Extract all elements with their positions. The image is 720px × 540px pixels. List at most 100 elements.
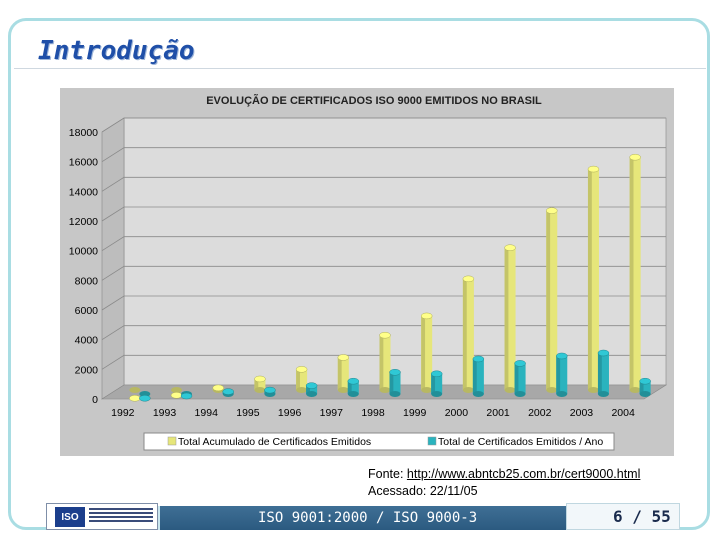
gridline — [101, 354, 666, 370]
legend-swatch-yearly — [427, 436, 437, 446]
chart-grid — [101, 117, 666, 370]
x-tick-label: 2000 — [445, 407, 469, 419]
bar-cumulative-base — [504, 387, 516, 393]
bar-yearly-top — [389, 369, 401, 376]
chart-title: EVOLUÇÃO DE CERTIFICADOS ISO 9000 EMITID… — [206, 94, 542, 107]
bar-yearly-shade — [639, 381, 644, 394]
bar-yearly-body — [431, 373, 443, 394]
bar-cumulative-base — [421, 387, 433, 393]
bar-cumulative-shade — [587, 169, 592, 390]
gridline — [101, 325, 666, 341]
bar-yearly-top — [514, 360, 526, 367]
bar-cumulative-body — [254, 378, 266, 390]
y-tick-label: 4000 — [75, 335, 99, 347]
gridline — [101, 265, 666, 281]
bar-yearly-base — [306, 391, 318, 397]
bar-yearly-top — [305, 382, 318, 389]
x-axis-ticks: 1992 1993 1994 1995 1996 1997 1998 1999 2000 2001… — [111, 407, 635, 419]
bar-yearly — [222, 388, 234, 397]
bar-yearly-shade — [556, 355, 561, 394]
bar-yearly-base — [514, 391, 526, 397]
bar-yearly-top — [597, 349, 610, 357]
bar-cumulative — [254, 375, 266, 393]
bar-cumulative-base — [254, 387, 266, 393]
bar-yearly — [305, 382, 318, 397]
page-indicator: 6 / 55 — [566, 503, 680, 530]
y-tick-label: 12000 — [69, 216, 98, 228]
bar-yearly-shade — [514, 363, 519, 394]
x-tick-label: 1992 — [111, 407, 135, 419]
bar-cumulative-base — [587, 387, 599, 393]
x-tick-label: 2003 — [570, 407, 594, 419]
bar-cumulative-top — [337, 354, 350, 361]
bar-yearly-top — [222, 388, 234, 395]
y-tick-label: 16000 — [69, 157, 98, 169]
bar-cumulative-body — [629, 157, 641, 390]
bar-yearly-shade — [389, 372, 394, 394]
bar-cumulative-top — [587, 165, 600, 173]
x-tick-label: 2004 — [611, 407, 635, 419]
bar-cumulative-top — [379, 331, 391, 339]
chart-back-wall — [123, 117, 667, 386]
bar-yearly-top — [264, 386, 276, 394]
legend-label-cumulative: Total Acumulado de Certificados Emitidos — [178, 436, 371, 448]
bar-cumulative — [212, 384, 224, 393]
bar-yearly-base — [639, 391, 651, 397]
gridline — [101, 295, 666, 311]
bar-yearly-base — [472, 391, 484, 397]
bar-yearly-base — [347, 391, 359, 397]
bar-cumulative-base — [546, 387, 558, 393]
title-divider — [14, 68, 706, 69]
footer-title: ISO 9001:2000 / ISO 9000-3 — [258, 510, 478, 526]
legend-label-yearly: Total de Certificados Emitidos / Ano — [438, 436, 603, 448]
chart-panel: EVOLUÇÃO DE CERTIFICADOS ISO 9000 EMITID… — [60, 88, 674, 456]
bar-cumulative-body — [296, 369, 308, 390]
bar-yearly — [639, 377, 651, 397]
bar-yearly-shade — [431, 373, 436, 394]
bar-yearly — [264, 386, 276, 397]
bar-cumulative-shade — [254, 378, 259, 390]
bar-yearly-body — [347, 381, 359, 394]
bar-yearly-body — [306, 385, 318, 394]
bar-yearly — [139, 391, 151, 402]
bar-cumulative-shade — [546, 210, 551, 390]
chart-bars — [129, 153, 651, 402]
bar-yearly — [347, 377, 360, 397]
source-label: Fonte: — [368, 467, 407, 481]
bar-yearly-body — [389, 372, 401, 394]
x-tick-label: 1995 — [236, 407, 260, 419]
y-tick-label: 10000 — [69, 246, 98, 258]
bar-cumulative — [587, 165, 600, 393]
bar-cumulative — [629, 153, 641, 393]
iso-logo: ISO — [46, 503, 158, 530]
bar-cumulative-body — [462, 278, 474, 390]
chart-side-wall — [101, 117, 125, 400]
bar-cumulative-base — [462, 387, 474, 393]
bar-yearly — [389, 369, 401, 397]
bar-cumulative — [295, 366, 308, 393]
x-tick-label: 2002 — [528, 407, 552, 419]
slide-footer: ISO ISO 9001:2000 / ISO 9000-3 6 / 55 — [40, 503, 680, 530]
iso-logo-text — [89, 508, 153, 524]
bar-cumulative-top — [420, 312, 433, 320]
bar-yearly-top — [556, 352, 568, 360]
source-link[interactable]: http://www.abntcb25.com.br/cert9000.html — [406, 467, 641, 481]
gridline — [101, 236, 666, 252]
y-tick-label: 18000 — [69, 127, 98, 139]
bar-cumulative-top — [504, 244, 516, 251]
bar-cumulative-shade — [421, 315, 426, 390]
x-tick-label: 1997 — [320, 407, 344, 419]
x-tick-label: 1994 — [195, 407, 219, 419]
bar-yearly-top — [180, 392, 193, 400]
y-tick-label: 0 — [92, 394, 98, 406]
legend-box — [143, 432, 615, 451]
bar-yearly-top — [347, 377, 360, 385]
iso-logo-mark: ISO — [55, 507, 85, 527]
bar-yearly — [514, 360, 526, 397]
legend-swatch-cumulative — [167, 436, 177, 446]
bar-yearly-base — [389, 391, 401, 397]
bar-cumulative-base — [379, 387, 391, 393]
source-citation: Fonte: http://www.abntcb25.com.br/cert90… — [368, 466, 640, 500]
gridline — [101, 147, 666, 163]
bar-yearly-top — [472, 355, 485, 363]
